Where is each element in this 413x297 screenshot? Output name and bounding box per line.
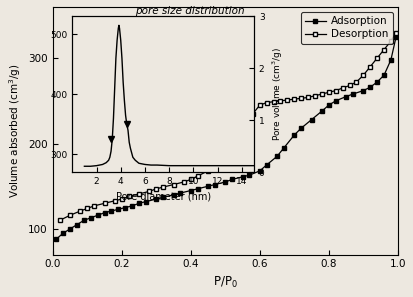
Text: pore size distribution: pore size distribution <box>135 6 245 15</box>
Adsorption <box>61 231 66 235</box>
Adsorption <box>54 237 59 241</box>
Adsorption <box>116 208 121 211</box>
Desorption <box>389 39 394 43</box>
Desorption <box>147 189 152 193</box>
Desorption <box>126 195 131 198</box>
Adsorption <box>143 200 148 203</box>
Adsorption <box>88 216 93 219</box>
Desorption <box>313 94 318 97</box>
Desorption <box>257 103 262 107</box>
Adsorption <box>68 227 73 231</box>
Adsorption <box>319 109 324 113</box>
Adsorption <box>188 189 193 192</box>
Adsorption <box>309 118 314 121</box>
Adsorption <box>74 223 79 226</box>
Desorption <box>223 157 228 161</box>
Adsorption <box>95 214 100 217</box>
Desorption <box>278 99 283 103</box>
Desorption <box>206 169 211 173</box>
Adsorption <box>333 99 338 103</box>
Desorption <box>237 142 242 145</box>
Desorption <box>347 84 352 87</box>
Desorption <box>154 187 159 191</box>
Desorption <box>216 163 221 167</box>
Desorption <box>264 101 269 104</box>
Desorption <box>102 202 107 205</box>
Adsorption <box>137 202 142 205</box>
Desorption <box>375 56 380 60</box>
Desorption <box>382 48 387 51</box>
Desorption <box>250 112 255 116</box>
Desorption <box>171 183 176 186</box>
Adsorption <box>257 169 262 173</box>
Desorption <box>92 204 97 208</box>
X-axis label: Pore diameter (nm): Pore diameter (nm) <box>116 192 211 202</box>
Adsorption <box>326 103 331 107</box>
Adsorption <box>212 183 217 186</box>
Desorption <box>333 89 338 92</box>
Adsorption <box>223 180 228 184</box>
X-axis label: P/P$_0$: P/P$_0$ <box>213 275 238 290</box>
Adsorption <box>130 204 135 208</box>
Desorption <box>112 199 117 203</box>
Desorption <box>230 150 235 154</box>
Desorption <box>394 31 399 34</box>
Desorption <box>78 209 83 213</box>
Adsorption <box>394 35 399 39</box>
Adsorption <box>292 133 297 137</box>
Desorption <box>137 192 142 196</box>
Adsorption <box>361 89 366 92</box>
Desorption <box>271 100 276 103</box>
Line: Adsorption: Adsorption <box>54 34 399 241</box>
Adsorption <box>240 175 245 178</box>
Y-axis label: Volume absorbed (cm$^3$/g): Volume absorbed (cm$^3$/g) <box>7 64 23 198</box>
Desorption <box>244 129 249 132</box>
Desorption <box>361 73 366 77</box>
Adsorption <box>299 127 304 130</box>
Y-axis label: Pore volume (cm$^3$/g): Pore volume (cm$^3$/g) <box>270 47 285 141</box>
Desorption <box>195 174 200 178</box>
Adsorption <box>389 58 394 62</box>
Line: Desorption: Desorption <box>57 30 399 223</box>
Adsorption <box>206 184 211 188</box>
Desorption <box>161 185 166 189</box>
Adsorption <box>368 86 373 89</box>
Legend: Adsorption, Desorption: Adsorption, Desorption <box>301 12 393 44</box>
Desorption <box>57 219 62 222</box>
Adsorption <box>375 80 380 84</box>
Adsorption <box>195 187 200 191</box>
Adsorption <box>230 178 235 181</box>
Desorption <box>181 180 186 184</box>
Desorption <box>285 98 290 102</box>
Adsorption <box>81 219 86 222</box>
Adsorption <box>282 146 287 150</box>
Adsorption <box>382 73 387 77</box>
Adsorption <box>275 154 280 158</box>
Desorption <box>292 97 297 101</box>
Desorption <box>188 178 193 181</box>
Adsorption <box>351 92 356 96</box>
Adsorption <box>344 95 349 98</box>
Adsorption <box>178 191 183 195</box>
Desorption <box>319 92 324 96</box>
Desorption <box>326 91 331 94</box>
Adsorption <box>102 211 107 214</box>
Desorption <box>340 86 345 90</box>
Desorption <box>119 197 124 201</box>
Adsorption <box>264 163 269 167</box>
Desorption <box>299 97 304 100</box>
Adsorption <box>154 197 159 201</box>
Desorption <box>354 80 359 84</box>
Adsorption <box>109 209 114 213</box>
Adsorption <box>161 195 166 199</box>
Adsorption <box>123 206 128 209</box>
Desorption <box>68 214 73 217</box>
Adsorption <box>171 193 176 197</box>
Desorption <box>306 96 311 99</box>
Adsorption <box>247 173 252 177</box>
Desorption <box>85 207 90 210</box>
Desorption <box>368 65 373 69</box>
